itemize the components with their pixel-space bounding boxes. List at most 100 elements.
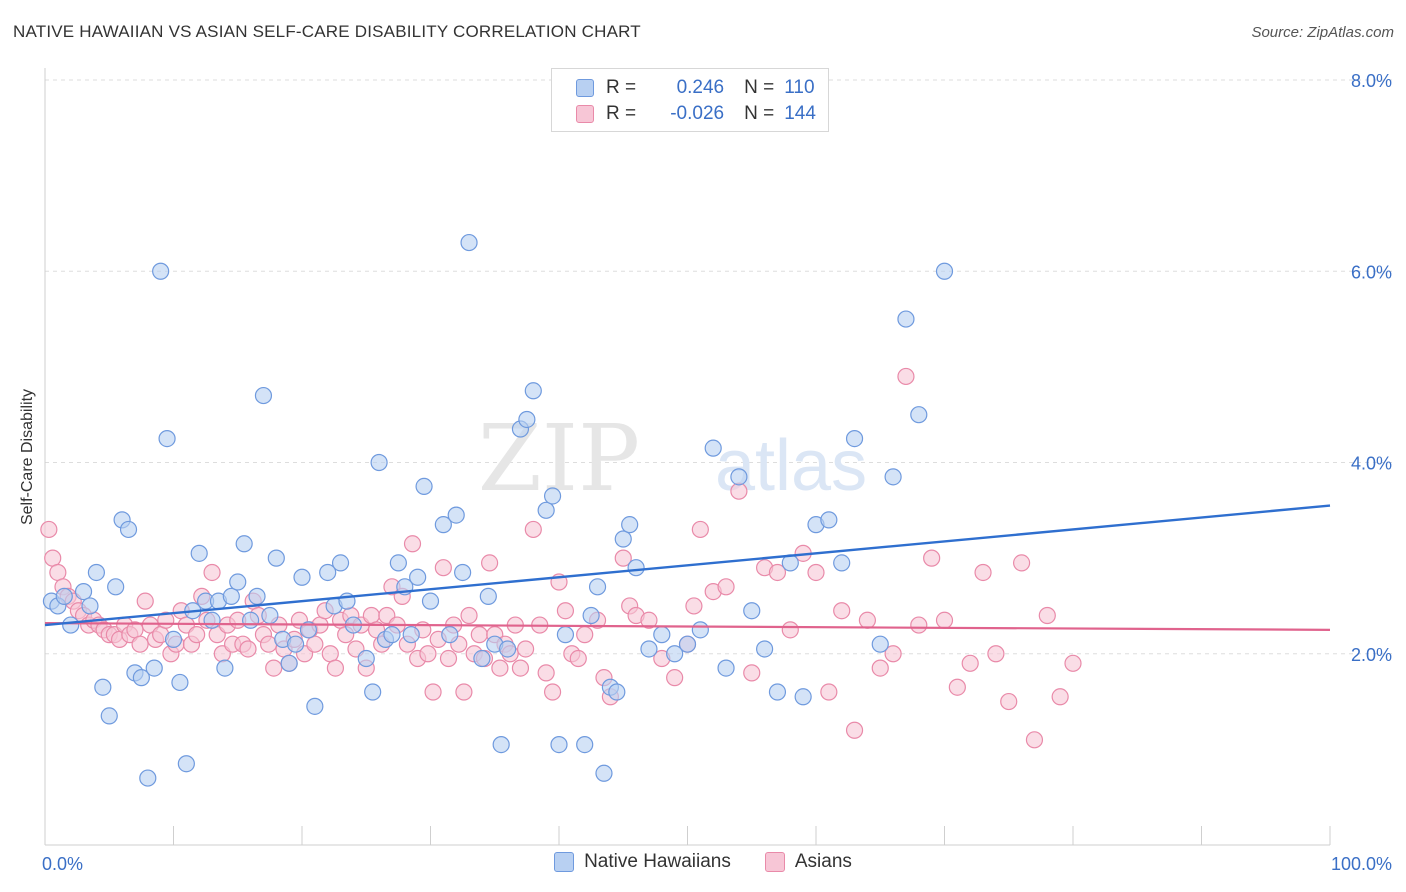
native-point <box>743 602 761 620</box>
asian-point <box>265 659 283 677</box>
native-point <box>935 262 954 280</box>
native-point <box>364 683 382 701</box>
native-point <box>833 554 851 572</box>
native-point <box>454 563 472 582</box>
native-point <box>595 764 613 782</box>
native-point <box>897 310 915 328</box>
native-point <box>203 611 221 629</box>
native-point <box>319 563 337 582</box>
asian-point <box>666 669 684 687</box>
native-point <box>421 592 440 610</box>
native-point <box>306 697 324 715</box>
y-tick-label: 8.0% <box>1351 71 1392 91</box>
asian-point <box>326 659 345 677</box>
native-point <box>81 597 99 615</box>
asian-point <box>470 626 488 644</box>
native-point <box>402 626 420 644</box>
trend-lines <box>44 504 1331 631</box>
native-point <box>286 635 305 653</box>
native-point <box>691 621 709 639</box>
native-point <box>62 616 80 634</box>
native-point <box>614 530 632 548</box>
native-point <box>383 626 401 644</box>
x-tick-label: 100.0% <box>1331 854 1392 874</box>
asian-point <box>691 520 709 539</box>
native-point <box>280 654 298 672</box>
asian-point <box>935 611 954 629</box>
asian-point <box>1038 606 1056 625</box>
native-point <box>415 477 433 496</box>
native-point <box>627 559 645 577</box>
asian-point <box>743 664 761 682</box>
native-point <box>884 468 902 486</box>
asian-point <box>717 578 735 596</box>
asian-point <box>455 683 473 701</box>
asian-point <box>136 592 154 610</box>
native-point <box>666 645 684 663</box>
asian-point <box>40 520 58 539</box>
native-point <box>152 262 170 280</box>
asian-point <box>556 602 575 620</box>
native-point <box>678 635 697 653</box>
native-point <box>479 587 497 605</box>
asian-point <box>974 563 992 582</box>
asian-point <box>537 664 555 682</box>
native-point <box>242 611 260 629</box>
native-point <box>409 568 427 586</box>
legend-n-value: 144 <box>784 103 816 124</box>
asian-point <box>419 645 437 663</box>
y-tick-label: 4.0% <box>1351 454 1392 474</box>
native-point <box>447 506 465 524</box>
y-tick-label: 2.0% <box>1351 645 1392 665</box>
series-label-native: Native Hawaiians <box>584 851 731 872</box>
asian-point <box>439 649 458 668</box>
asian-point <box>460 606 478 625</box>
native-point <box>158 429 176 448</box>
legend-swatch-native <box>576 79 594 97</box>
native-point <box>177 755 195 773</box>
native-point <box>139 769 157 787</box>
native-point <box>704 439 722 457</box>
asian-point <box>524 520 542 539</box>
asian-point <box>858 611 877 629</box>
legend-r-label: R = <box>606 103 637 124</box>
native-point <box>524 382 542 400</box>
legend-row-native: R = 0.246 N = 110 <box>576 75 815 101</box>
legend-r-value: 0.246 <box>676 77 725 98</box>
native-point <box>441 626 459 644</box>
native-point <box>608 683 626 701</box>
asian-point <box>910 616 928 634</box>
native-point <box>87 563 106 582</box>
native-point <box>119 520 138 539</box>
native-point <box>145 659 163 677</box>
asian-point <box>1012 554 1031 572</box>
asian-point <box>833 602 851 620</box>
asian-point <box>730 482 748 500</box>
y-tick-label: 6.0% <box>1351 262 1392 282</box>
native-point <box>550 735 568 754</box>
asian-point <box>49 563 67 582</box>
native-point <box>543 487 562 505</box>
legend-row-asian: R = -0.026 N = 144 <box>576 101 816 127</box>
native-point <box>229 573 247 591</box>
native-point <box>518 410 536 429</box>
native-point <box>248 587 266 605</box>
legend-r-label: R = <box>606 77 637 98</box>
asian-point <box>516 640 535 658</box>
native-point <box>640 640 658 658</box>
asian-point <box>685 597 703 615</box>
native-point <box>576 735 594 754</box>
native-point <box>74 582 93 601</box>
asian-point <box>576 626 594 644</box>
asian-point <box>188 626 206 644</box>
legend-n-value: 110 <box>784 77 815 98</box>
asian-point <box>987 645 1005 663</box>
native-point <box>730 468 748 486</box>
native-point <box>222 587 240 605</box>
asian-point <box>1064 654 1082 672</box>
native-trend-line <box>44 504 1331 627</box>
native-point <box>768 683 787 701</box>
legend-n-label: N = <box>744 103 775 124</box>
native-point <box>755 640 774 658</box>
native-point <box>261 606 279 625</box>
